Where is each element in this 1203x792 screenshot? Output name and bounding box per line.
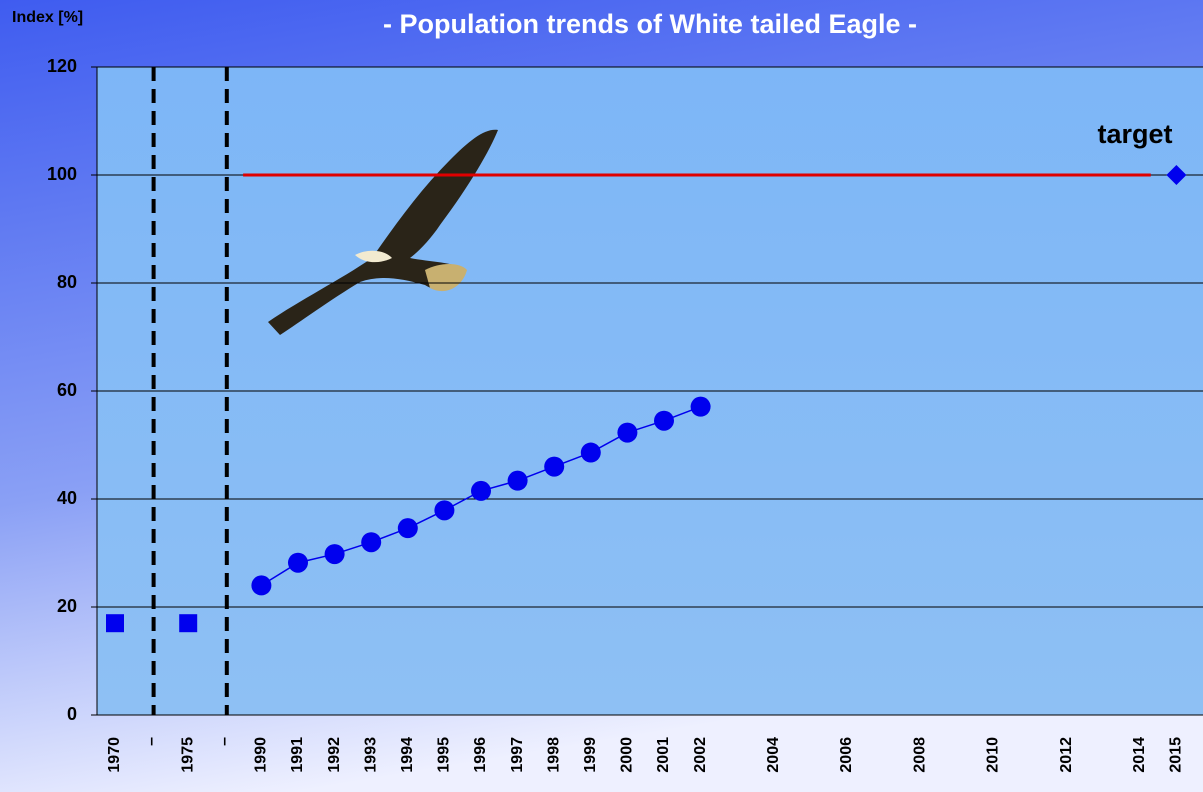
data-point [397,518,418,539]
x-tick-label: 2001 [655,737,672,773]
x-tick-label: – [216,737,233,746]
x-tick-label: 1993 [362,737,379,773]
y-tick-label: 0 [67,704,77,724]
x-tick-label: 2014 [1131,737,1148,773]
data-point [507,470,528,491]
x-tick-label: 1996 [472,737,489,773]
x-tick-label: 1999 [582,737,599,773]
x-tick-label: 1998 [545,737,562,773]
x-tick-label: 2008 [911,737,928,773]
x-tick-label: 1997 [509,737,526,773]
x-tick-label: – [143,737,160,746]
data-point [361,532,382,553]
data-point [179,614,198,633]
eagle-photo [268,129,498,335]
annotation: target [1097,119,1172,149]
x-tick-label: 2010 [985,737,1002,773]
y-tick-label: 20 [57,596,77,616]
x-tick-label: 2002 [692,737,709,773]
x-tick-label: 2015 [1168,737,1185,773]
data-point [288,552,308,573]
x-tick-label: 1991 [289,737,306,773]
x-tick-label: 2006 [838,737,855,773]
x-tick-label: 1975 [179,737,196,773]
x-tick-label: 1994 [399,737,416,773]
y-tick-label: 40 [57,488,77,508]
x-tick-label: 2000 [619,737,636,773]
data-point [617,422,638,443]
x-tick-label: 1970 [106,737,123,773]
data-point [690,396,711,417]
y-tick-label: 120 [47,56,77,76]
data-point [544,456,565,477]
data-point [106,614,124,633]
y-tick-label: 100 [47,164,77,184]
x-tick-label: 1992 [326,737,343,773]
x-tick-label: 1995 [436,737,453,773]
y-tick-label: 60 [57,380,77,400]
data-point [1166,165,1187,185]
y-axis-title: Index [%] [12,9,83,26]
data-point [580,442,601,463]
x-tick-label: 2012 [1058,737,1075,773]
chart-title: - Population trends of White tailed Eagl… [383,9,917,39]
data-point [324,544,345,565]
x-tick-label: 1990 [253,737,270,773]
y-tick-label: 80 [57,272,77,292]
data-point [434,500,455,521]
x-tick-label: 2004 [765,737,782,773]
data-point [251,575,272,596]
data-point [471,480,491,501]
data-point [654,410,674,431]
